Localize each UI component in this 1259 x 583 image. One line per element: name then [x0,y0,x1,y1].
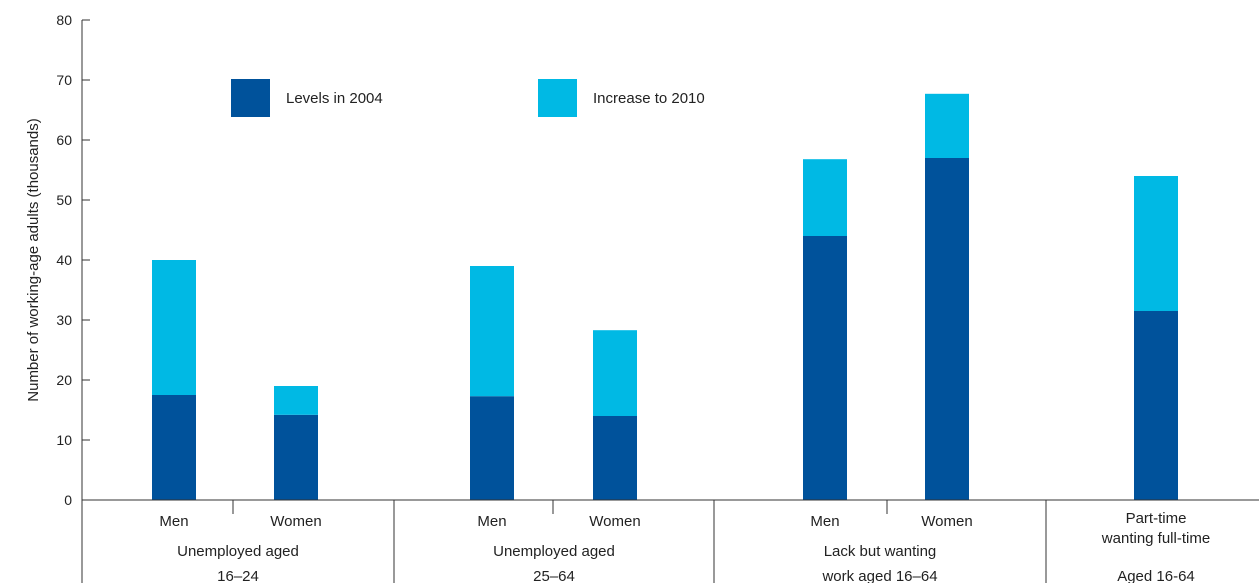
category-label: Men [477,513,506,530]
bar-segment-increase-2010 [274,386,318,415]
y-tick-label: 40 [56,252,72,268]
group-label: work aged 16–64 [821,568,937,583]
bar-segment-levels-2004 [274,414,318,500]
y-tick-label: 80 [56,12,72,28]
category-label: wanting full-time [1101,530,1210,547]
group-label: 25–64 [533,568,575,583]
category-label: Women [921,513,972,530]
bar-segment-levels-2004 [470,396,514,500]
bar-segment-increase-2010 [152,260,196,395]
category-label: Men [810,513,839,530]
category-label: Part-time [1126,510,1187,527]
bar-segment-increase-2010 [803,159,847,236]
group-label: Lack but wanting [824,543,937,560]
bar-segment-levels-2004 [925,158,969,500]
bar-segment-increase-2010 [593,330,637,416]
legend-swatch-levels-2004 [231,79,270,117]
bar-segment-increase-2010 [1134,176,1178,311]
legend-swatch-increase-2010 [538,79,577,117]
y-tick-label: 20 [56,372,72,388]
group-label: Unemployed aged [177,543,299,560]
legend: Levels in 2004 Increase to 2010 [231,79,705,117]
category-label: Men [159,513,188,530]
x-axis: Men Women Men Women Men Women Part-time wanting… [82,499,1259,583]
y-tick-label: 70 [56,72,72,88]
y-tick-label: 10 [56,432,72,448]
bar-segment-levels-2004 [593,416,637,500]
y-tick-label: 0 [64,492,72,508]
y-tick-label: 30 [56,312,72,328]
y-axis-title: Number of working-age adults (thousands) [25,118,42,401]
group-label: Unemployed aged [493,543,615,560]
category-label: Women [270,513,321,530]
y-tick-label: 50 [56,192,72,208]
bar-segment-levels-2004 [152,395,196,500]
bars [152,93,1178,500]
bar-segment-levels-2004 [803,236,847,500]
y-tick-label: 60 [56,132,72,148]
bar-segment-levels-2004 [1134,311,1178,500]
group-label: 16–24 [217,568,259,583]
group-label: Aged 16-64 [1117,568,1195,583]
bar-segment-increase-2010 [470,266,514,397]
legend-label: Increase to 2010 [593,90,705,107]
category-label: Women [589,513,640,530]
bar-segment-increase-2010 [925,93,969,158]
y-axis: 0 10 20 30 40 50 60 70 80 [56,12,90,583]
legend-label: Levels in 2004 [286,90,383,107]
